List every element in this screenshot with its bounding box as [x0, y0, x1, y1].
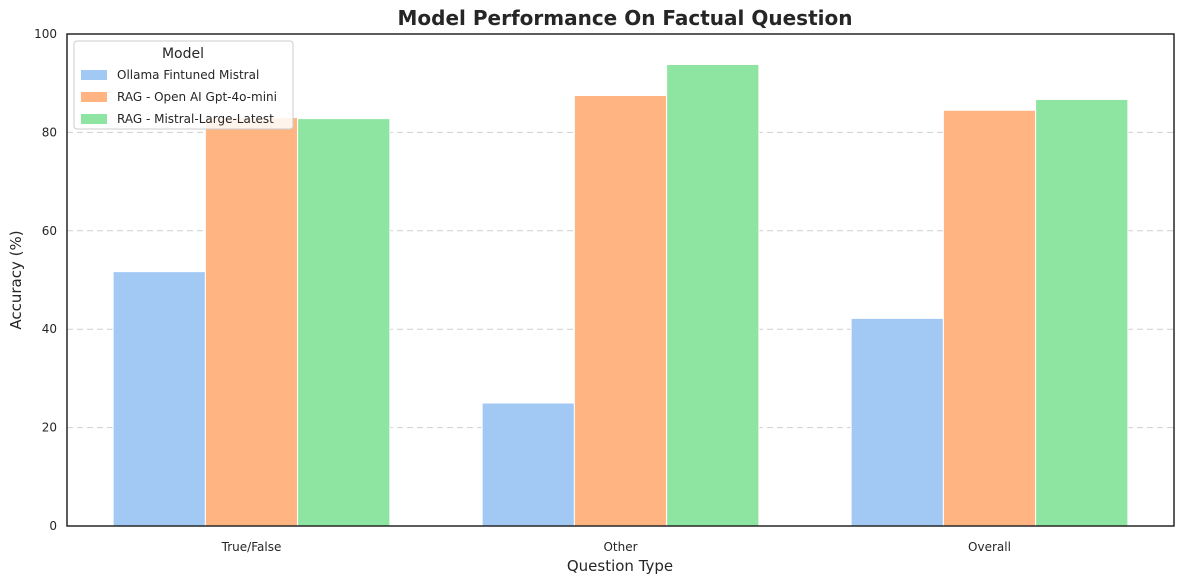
legend-swatch	[81, 70, 107, 80]
plot-frame	[66, 33, 1175, 527]
legend-label: RAG - Mistral-Large-Latest	[117, 112, 274, 126]
y-tick-label: 60	[42, 224, 57, 238]
bar	[112, 271, 206, 527]
chart-title: Model Performance On Factual Question	[398, 6, 853, 30]
legend: Model Ollama Fintuned Mistral RAG - Open …	[73, 40, 294, 130]
bar	[666, 64, 760, 527]
legend-label: RAG - Open AI Gpt-4o-mini	[117, 90, 277, 104]
bar	[297, 118, 391, 527]
bar	[481, 402, 575, 527]
x-tick-label: Overall	[968, 540, 1011, 554]
x-tick-label: Other	[603, 540, 637, 554]
y-axis-label: Accuracy (%)	[7, 230, 25, 329]
legend-label: Ollama Fintuned Mistral	[117, 68, 259, 82]
y-tick-label: 0	[49, 519, 57, 533]
x-axis-ticks: True/False Other Overall	[221, 540, 1011, 554]
x-tick-label: True/False	[221, 540, 282, 554]
y-tick-label: 40	[42, 322, 57, 336]
legend-box	[73, 40, 294, 130]
bar	[850, 317, 944, 527]
y-axis-ticks: 0 20 40 60 80 100	[34, 27, 57, 533]
y-tick-label: 80	[42, 125, 57, 139]
bar	[942, 109, 1037, 527]
x-axis-label: Question Type	[567, 557, 673, 575]
y-tick-label: 100	[34, 27, 57, 41]
bar	[573, 95, 668, 527]
bars-group	[112, 64, 1129, 527]
legend-items: Ollama Fintuned Mistral RAG - Open AI Gpt…	[81, 68, 277, 126]
bar	[204, 117, 299, 527]
legend-swatch	[81, 92, 107, 102]
legend-title: Model	[162, 46, 204, 62]
legend-swatch	[81, 114, 107, 124]
y-tick-label: 20	[42, 421, 57, 435]
bar	[1035, 98, 1129, 527]
